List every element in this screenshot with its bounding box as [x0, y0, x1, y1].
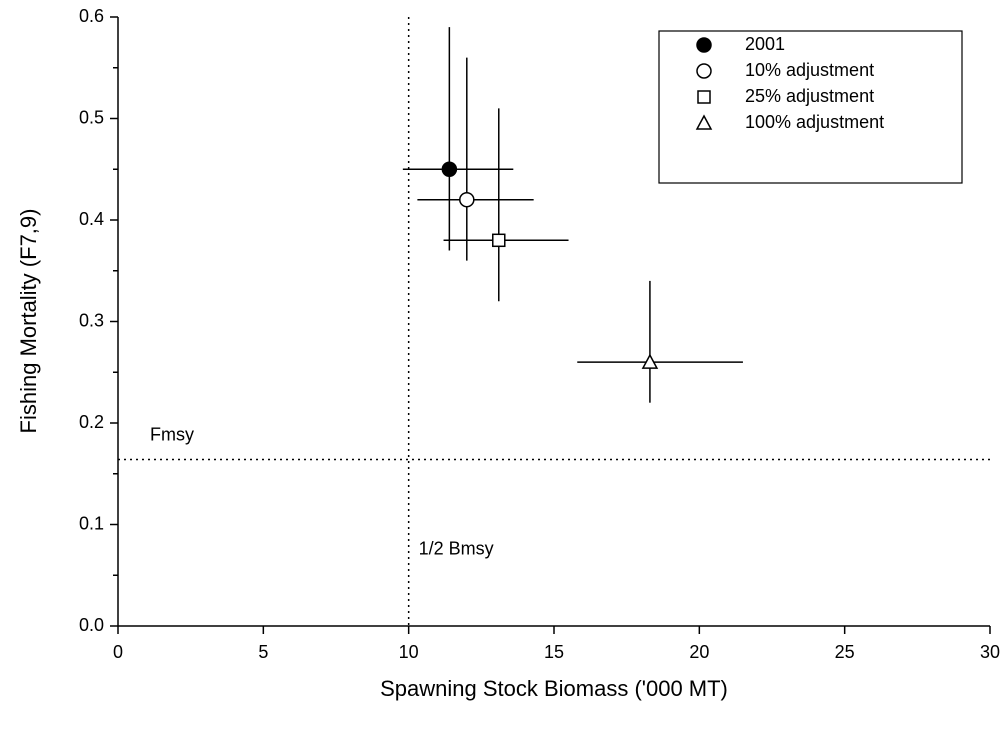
x-tick-label: 20	[689, 642, 709, 662]
legend-label: 100% adjustment	[745, 112, 884, 132]
legend-marker	[696, 37, 712, 53]
legend-label: 2001	[745, 34, 785, 54]
x-tick-label: 30	[980, 642, 1000, 662]
y-tick-label: 0.4	[79, 209, 104, 229]
y-axis-label: Fishing Mortality (F7,9)	[16, 209, 41, 434]
legend-marker	[697, 90, 711, 104]
y-tick-label: 0.6	[79, 6, 104, 26]
x-tick-label: 5	[258, 642, 268, 662]
y-tick-label: 0.5	[79, 107, 104, 127]
point	[441, 161, 458, 177]
point	[459, 191, 475, 208]
y-tick-label: 0.2	[79, 412, 104, 432]
legend-marker	[696, 63, 712, 79]
point	[492, 233, 506, 248]
x-tick-label: 10	[399, 642, 419, 662]
reference-label: Fmsy	[150, 424, 194, 444]
legend-box	[658, 30, 963, 184]
x-tick-label: 25	[835, 642, 855, 662]
point	[641, 353, 659, 369]
x-axis-label: Spawning Stock Biomass ('000 MT)	[380, 676, 728, 701]
x-tick-label: 0	[113, 642, 123, 662]
y-tick-label: 0.0	[79, 615, 104, 635]
legend-label: 25% adjustment	[745, 86, 874, 106]
y-tick-label: 0.1	[79, 513, 104, 533]
reference-label: 1/2 Bmsy	[419, 539, 494, 559]
y-tick-label: 0.3	[79, 310, 104, 330]
legend-label: 10% adjustment	[745, 60, 874, 80]
x-tick-label: 15	[544, 642, 564, 662]
legend-marker	[695, 114, 713, 130]
